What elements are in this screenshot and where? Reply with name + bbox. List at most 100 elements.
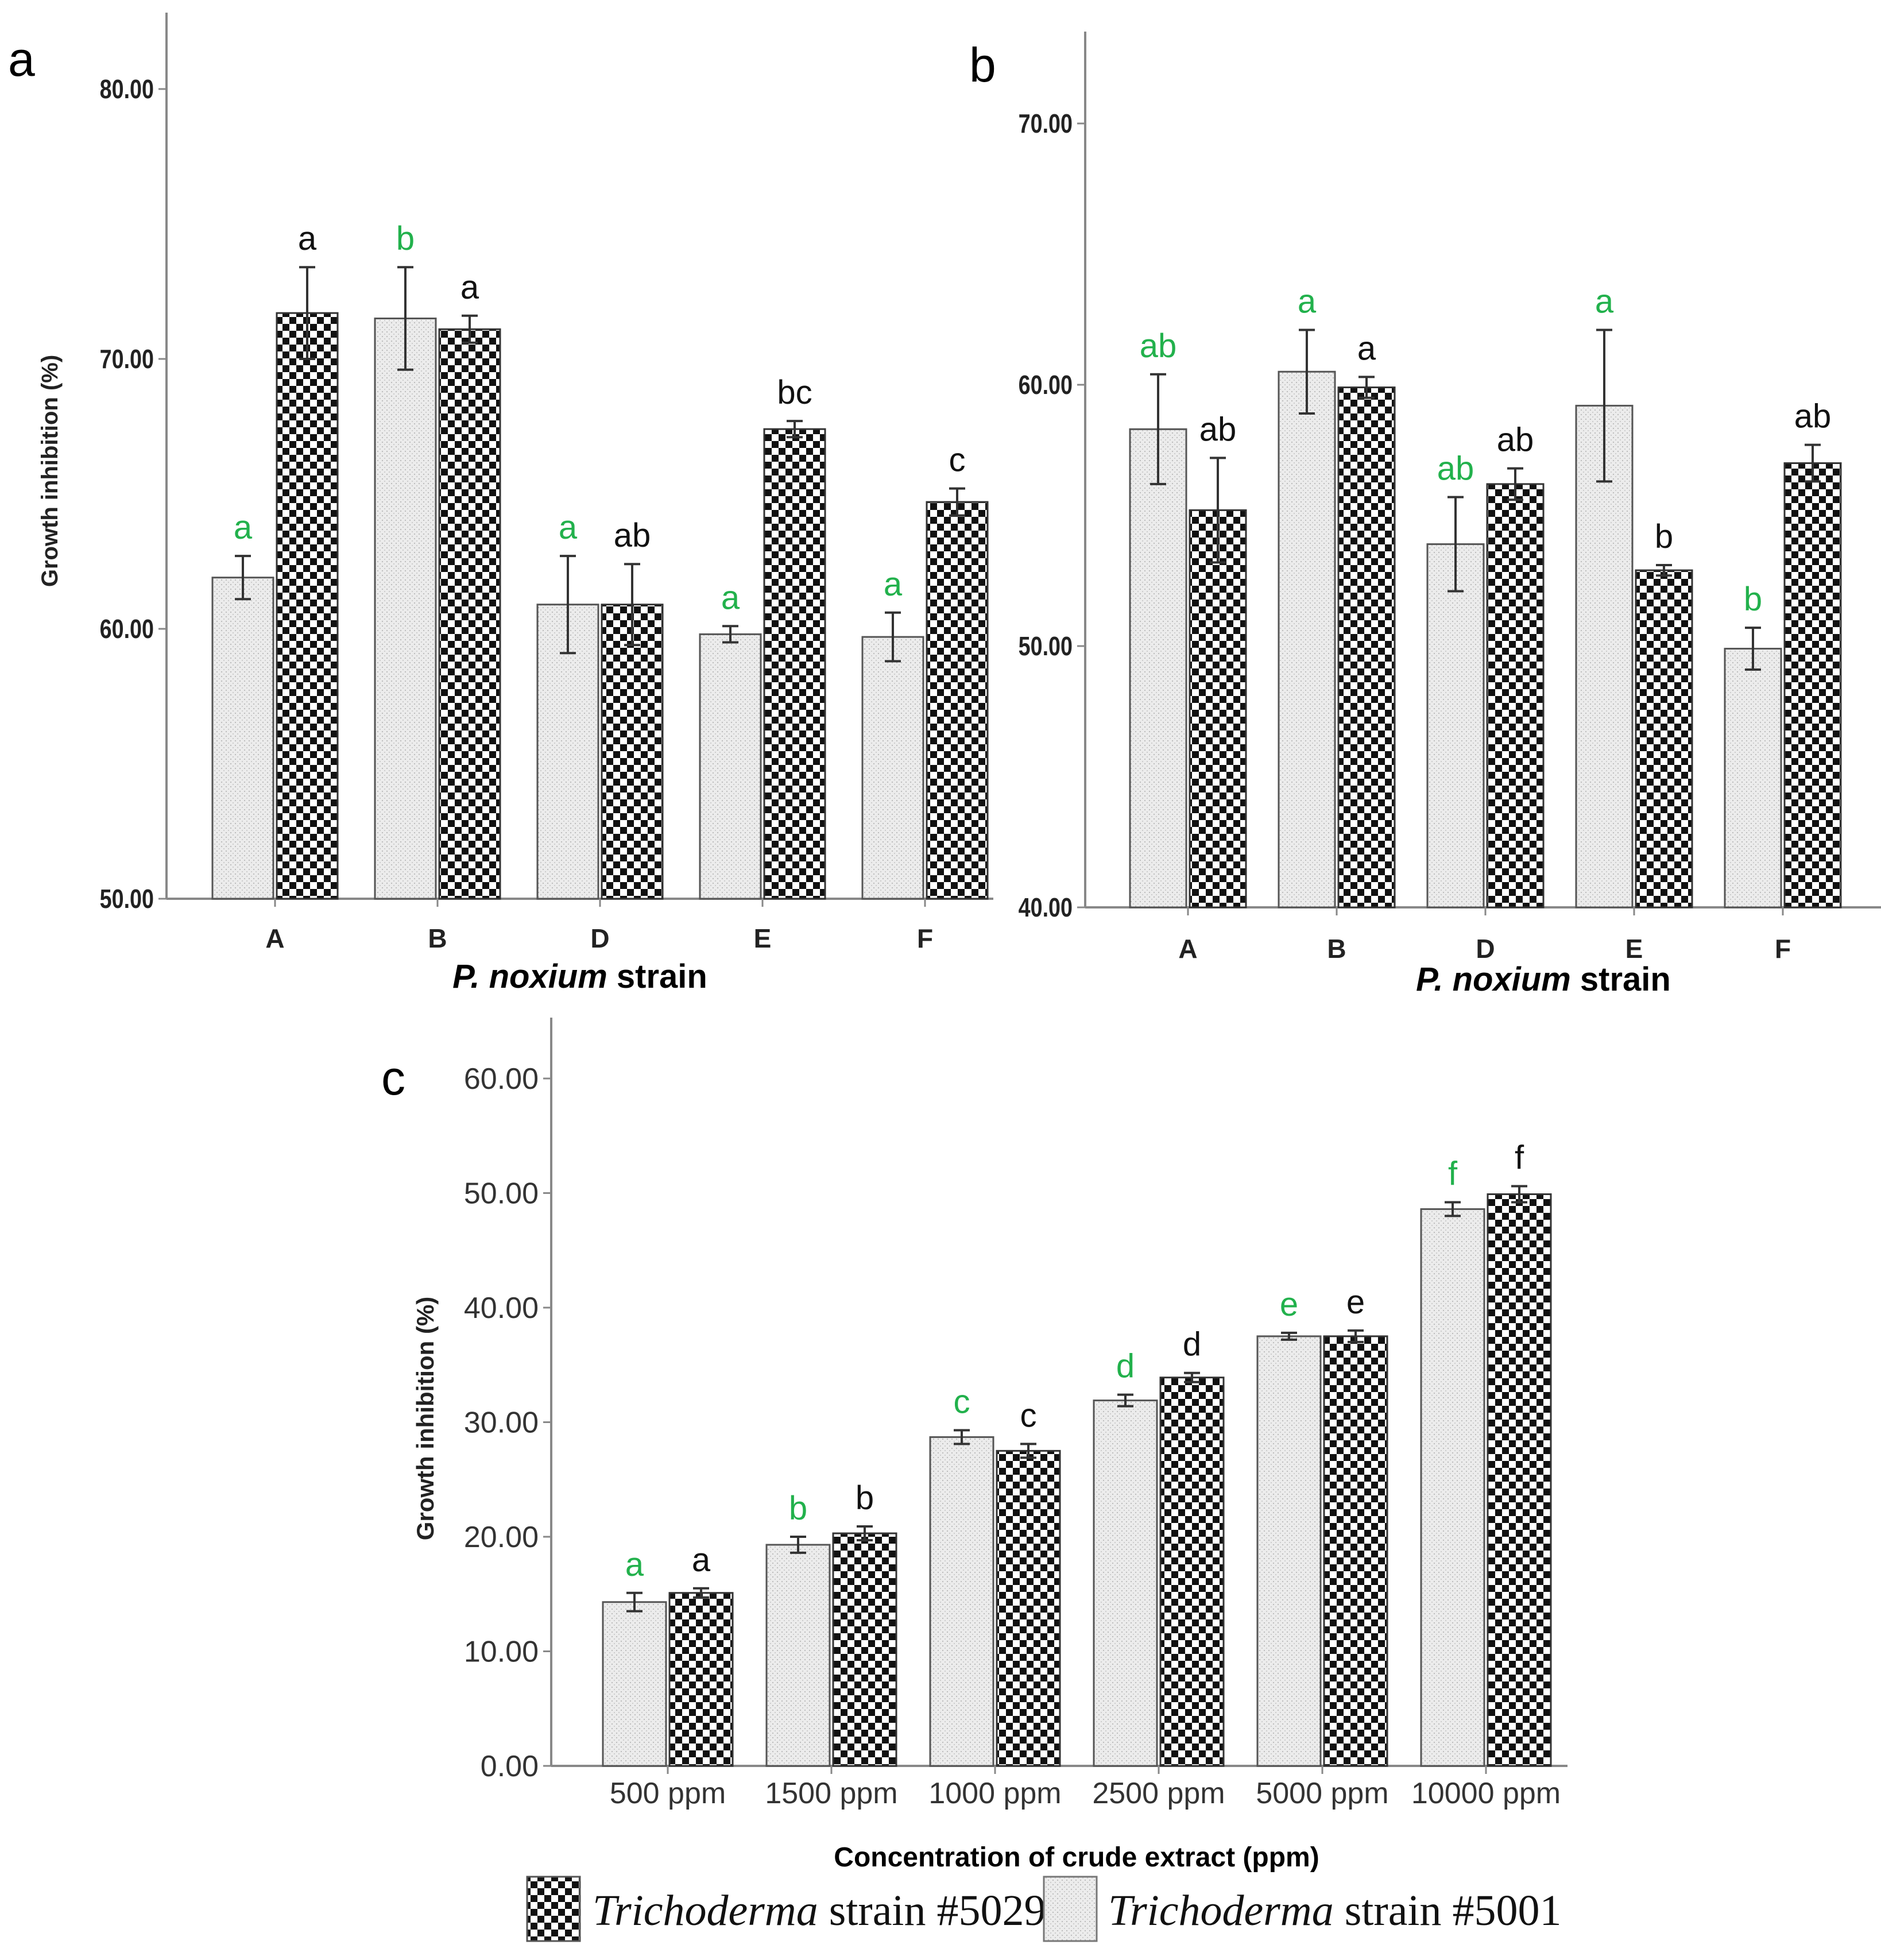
bar-5001	[374, 318, 437, 900]
x-axis-label: P. noxium strain	[452, 958, 707, 995]
bar-5029	[1486, 483, 1545, 909]
x-tick-label: A	[265, 923, 284, 953]
y-tick-label: 60.00	[100, 614, 154, 644]
y-tick-label: 30.00	[464, 1406, 539, 1440]
chart-panel-b: 40.0050.0060.0070.00ababAaaBababDabEbabF…	[1019, 32, 1881, 998]
y-tick-label: 50.00	[100, 884, 154, 914]
bar-5001	[1426, 543, 1485, 909]
significance-letter: d	[1116, 1348, 1135, 1385]
bar-5029	[763, 428, 826, 900]
significance-letter: a	[721, 579, 740, 616]
y-tick-label: 70.00	[1019, 109, 1073, 138]
bar-5001	[765, 1544, 831, 1767]
bar-5001	[1278, 370, 1336, 909]
significance-letter: c	[949, 442, 966, 479]
significance-letter: b	[1744, 581, 1762, 618]
y-tick-label: 60.00	[1019, 370, 1073, 400]
x-tick-label: 1000 ppm	[928, 1777, 1061, 1810]
panel-letter-b: b	[969, 38, 996, 92]
significance-letter: a	[298, 220, 317, 257]
significance-letter: e	[1280, 1286, 1298, 1323]
x-tick-label: D	[1476, 934, 1495, 964]
significance-letter: ab	[1199, 411, 1237, 448]
significance-letter: b	[789, 1490, 807, 1527]
bar-5029	[926, 501, 989, 900]
significance-letter: c	[1020, 1397, 1037, 1434]
y-tick-label: 20.00	[464, 1521, 539, 1554]
significance-letter: d	[1183, 1326, 1201, 1363]
y-axis-label: Growth inhibition (%)	[37, 355, 63, 587]
x-axis-label: Concentration of crude extract (ppm)	[834, 1842, 1319, 1873]
x-tick-label: 2500 ppm	[1092, 1777, 1225, 1810]
legend-swatch-5029	[526, 1876, 581, 1942]
x-tick-label: B	[428, 923, 447, 953]
x-tick-label: E	[1625, 934, 1643, 964]
significance-letter: f	[1448, 1155, 1458, 1192]
significance-letter: a	[1357, 330, 1376, 367]
chart-panel-c: 0.00 10.00 20.00 30.00 40.00 50.00 60.00 a a 500 …	[412, 1018, 1568, 1873]
bar-5029	[1159, 1377, 1225, 1767]
significance-letter: ab	[614, 517, 651, 554]
x-tick-label: D	[590, 923, 609, 953]
significance-letter: a	[1595, 283, 1614, 320]
bar-5001	[861, 636, 924, 900]
bar-5001	[602, 1601, 667, 1767]
significance-letter: b	[856, 1479, 874, 1517]
bar-5029	[668, 1592, 734, 1767]
significance-letter: bc	[777, 374, 812, 411]
significance-letter: a	[460, 269, 479, 306]
significance-letter: a	[234, 509, 253, 546]
panel-letter-c: c	[381, 1051, 405, 1105]
y-tick-label: 0.00	[481, 1750, 539, 1783]
legend-label-5001: Trichoderma strain #5001	[1108, 1886, 1562, 1935]
x-tick-label: A	[1178, 934, 1197, 964]
y-tick-label: 60.00	[464, 1062, 539, 1096]
y-tick-label: 70.00	[100, 345, 154, 374]
y-tick-label: 40.00	[464, 1292, 539, 1325]
bar-5029	[1783, 462, 1842, 909]
y-tick-label: 50.00	[464, 1177, 539, 1211]
bar-5001	[1256, 1335, 1322, 1767]
bar-5029	[996, 1449, 1061, 1767]
bar-5001	[1129, 428, 1187, 909]
bar-5001	[1575, 404, 1634, 909]
y-tick-label: 10.00	[464, 1636, 539, 1669]
bar-5001	[1724, 648, 1782, 909]
bar-5029	[601, 604, 664, 900]
x-tick-label: E	[754, 923, 772, 953]
panel-letter-a: a	[8, 32, 35, 86]
bar-5001	[929, 1436, 994, 1767]
legend: Trichoderma strain #5029 Trichoderma str…	[526, 1876, 1562, 1942]
x-tick-label: 500 ppm	[610, 1777, 726, 1810]
y-tick-label: 40.00	[1019, 893, 1073, 922]
significance-letter: ab	[1497, 422, 1534, 459]
significance-letter: ab	[1437, 450, 1474, 488]
significance-letter: f	[1515, 1139, 1524, 1177]
significance-letter: a	[559, 509, 578, 546]
legend-label-5029: Trichoderma strain #5029	[593, 1886, 1046, 1935]
x-tick-label: 10000 ppm	[1411, 1777, 1561, 1810]
y-tick-label: 50.00	[1019, 632, 1073, 661]
significance-letter: c	[954, 1383, 970, 1420]
bar-5029	[832, 1532, 897, 1767]
bar-5029	[1487, 1193, 1552, 1767]
y-axis-label: Growth inhibition (%)	[412, 1297, 439, 1541]
x-tick-label: 1500 ppm	[765, 1777, 897, 1810]
bar-5029	[1323, 1335, 1388, 1767]
bar-5029	[1337, 386, 1396, 909]
bar-5001	[699, 633, 762, 900]
bar-5029	[1189, 509, 1247, 909]
significance-letter: a	[884, 566, 903, 603]
y-tick-label: 80.00	[100, 75, 154, 104]
significance-letter: ab	[1140, 327, 1177, 365]
legend-swatch-5001	[1043, 1876, 1098, 1942]
x-tick-label: F	[1775, 934, 1791, 964]
significance-letter: b	[396, 220, 415, 257]
significance-letter: a	[1298, 283, 1317, 320]
bar-5029	[276, 312, 339, 900]
bar-5001	[1420, 1208, 1485, 1767]
x-tick-label: F	[917, 923, 933, 953]
bar-5029	[438, 328, 501, 900]
